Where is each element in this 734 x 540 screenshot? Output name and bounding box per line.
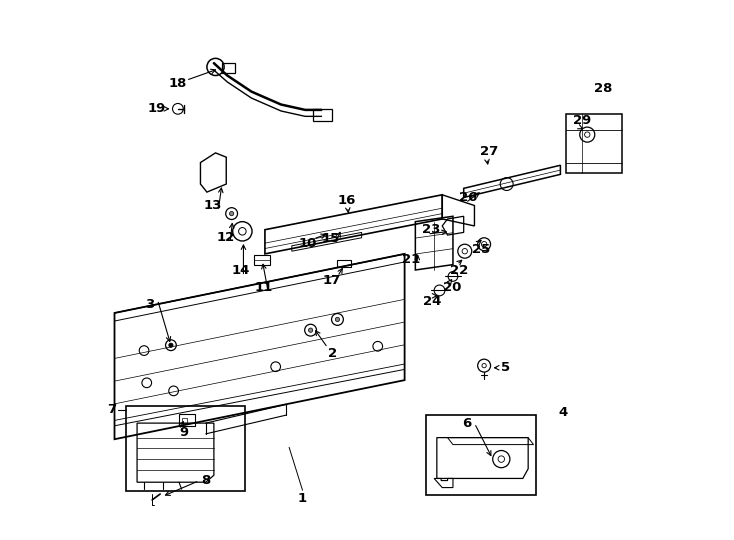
Text: 11: 11 (255, 281, 273, 294)
Text: 26: 26 (459, 191, 477, 204)
Text: 7: 7 (107, 403, 117, 416)
Bar (313, 109, 332, 120)
Text: 18: 18 (169, 77, 187, 90)
Circle shape (169, 343, 173, 347)
Text: 12: 12 (217, 231, 235, 244)
Text: 6: 6 (462, 416, 471, 430)
Circle shape (335, 318, 340, 322)
Text: 4: 4 (559, 406, 567, 419)
Text: 1: 1 (298, 492, 307, 505)
Text: 22: 22 (450, 264, 468, 276)
Bar (222, 63, 236, 73)
Text: 5: 5 (501, 361, 510, 374)
Text: 15: 15 (321, 232, 340, 245)
Circle shape (230, 212, 233, 216)
Text: 21: 21 (402, 253, 421, 266)
Circle shape (308, 328, 313, 332)
Bar (179, 414, 195, 426)
Bar (181, 418, 187, 423)
Text: 9: 9 (180, 426, 189, 438)
Text: 23: 23 (422, 223, 440, 236)
Bar (338, 260, 351, 267)
Text: 14: 14 (231, 264, 250, 276)
Text: 24: 24 (424, 295, 442, 308)
Text: 16: 16 (338, 194, 356, 207)
Text: 17: 17 (323, 274, 341, 287)
Bar (254, 255, 270, 265)
Text: 28: 28 (595, 82, 613, 95)
Text: 2: 2 (327, 347, 337, 360)
Bar (426, 415, 537, 495)
Text: 13: 13 (203, 199, 222, 212)
Text: 8: 8 (201, 474, 211, 487)
Text: 29: 29 (573, 114, 591, 127)
Text: 3: 3 (145, 299, 154, 312)
Text: 20: 20 (443, 281, 461, 294)
Text: 19: 19 (148, 103, 166, 116)
Text: 25: 25 (472, 243, 490, 256)
Text: 27: 27 (480, 145, 498, 158)
Text: 10: 10 (299, 237, 317, 249)
Bar (126, 407, 244, 491)
